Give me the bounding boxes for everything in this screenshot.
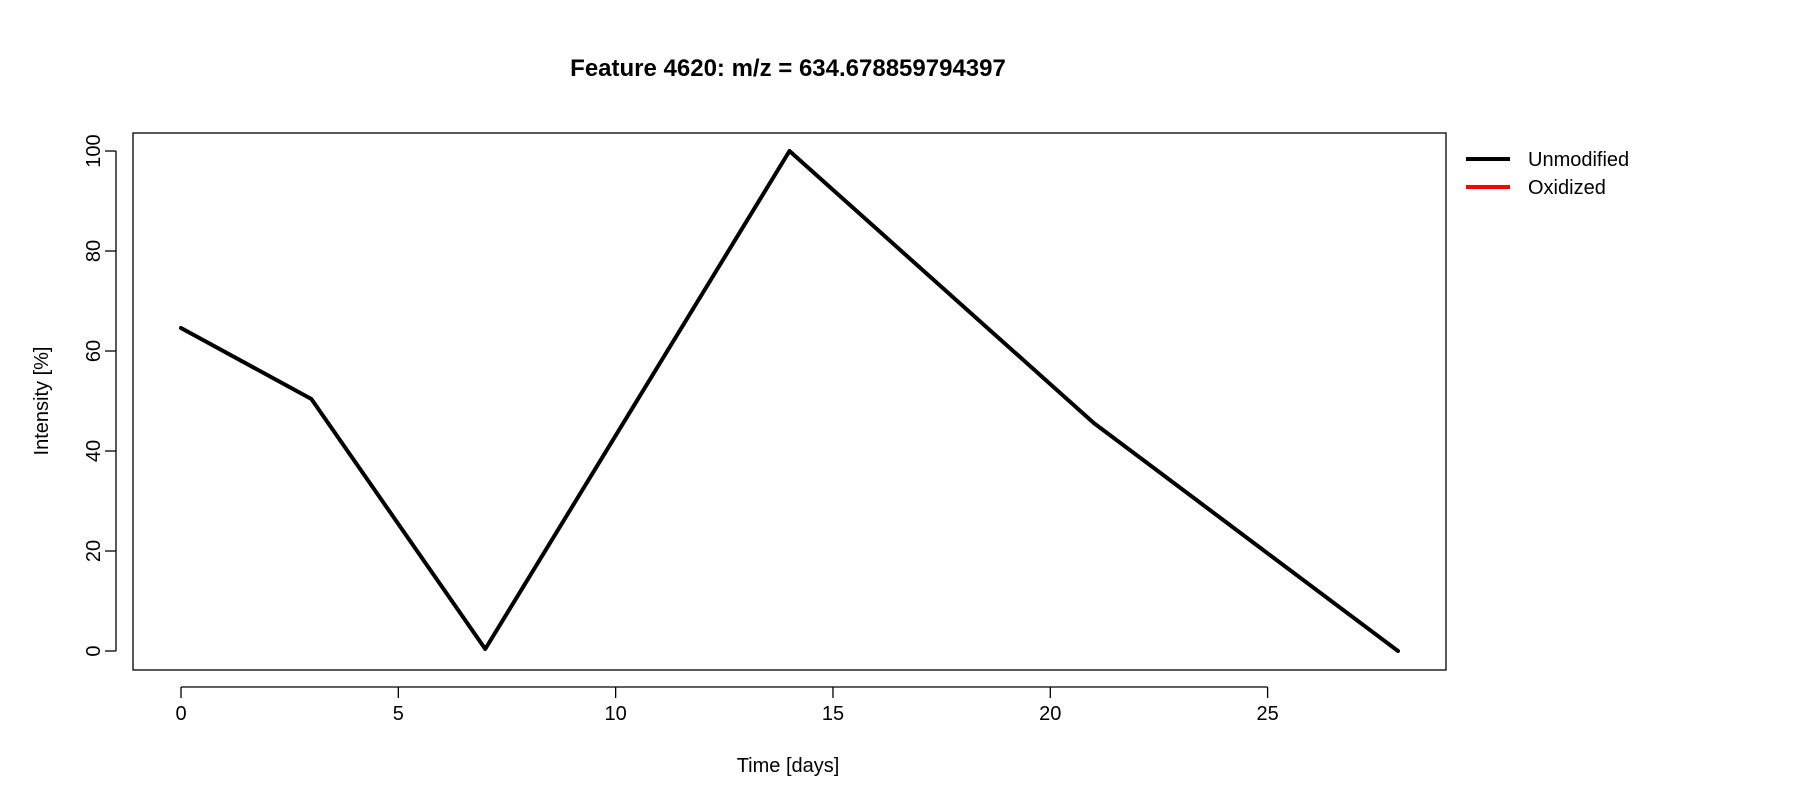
y-tick-label: 100 — [83, 134, 105, 167]
x-tick-label: 20 — [1039, 703, 1061, 725]
x-tick-label: 10 — [605, 703, 627, 725]
legend-item-unmodified: Unmodified — [1466, 149, 1629, 171]
x-axis: 0 5 10 15 20 25 — [175, 687, 1278, 725]
legend-label: Unmodified — [1528, 149, 1629, 171]
y-axis: 0 20 40 60 80 100 — [83, 134, 116, 656]
chart-title: Feature 4620: m/z = 634.678859794397 — [570, 55, 1006, 82]
x-tick-label: 25 — [1256, 703, 1278, 725]
y-axis-label: Intensity [%] — [31, 347, 53, 456]
y-tick-label: 20 — [83, 540, 105, 562]
x-tick-label: 0 — [175, 703, 186, 725]
y-tick-label: 40 — [83, 440, 105, 462]
legend: Unmodified Oxidized — [1466, 149, 1629, 199]
series-line-unmodified — [181, 151, 1398, 651]
y-tick-label: 60 — [83, 340, 105, 362]
plot-frame — [133, 133, 1446, 670]
legend-label: Oxidized — [1528, 177, 1606, 199]
legend-item-oxidized: Oxidized — [1466, 177, 1606, 199]
x-tick-label: 15 — [822, 703, 844, 725]
x-axis-label: Time [days] — [737, 755, 840, 777]
series-layer — [181, 151, 1398, 651]
y-tick-label: 80 — [83, 240, 105, 262]
x-tick-label: 5 — [393, 703, 404, 725]
y-tick-label: 0 — [83, 645, 105, 656]
